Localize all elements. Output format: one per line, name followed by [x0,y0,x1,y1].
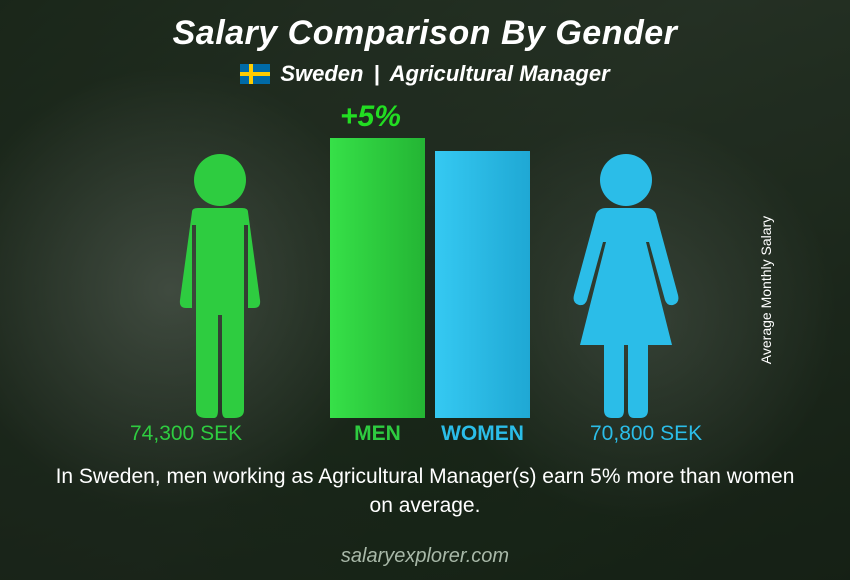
page-title: Salary Comparison By Gender [0,0,850,53]
female-person-icon [556,150,696,420]
source-attribution: salaryexplorer.com [0,545,850,568]
country-label: Sweden [280,61,363,87]
women-salary-value: 70,800 SEK [590,422,702,446]
y-axis-label: Average Monthly Salary [758,216,774,364]
men-bar-label: MEN [330,422,425,446]
subtitle-row: Sweden | Agricultural Manager [0,61,850,87]
women-bar-label: WOMEN [435,422,530,446]
gender-salary-chart: +5% MEN WOMEN 74,300 SEK 70,800 SEK [0,100,850,460]
male-person-icon [150,150,290,420]
difference-badge: +5% [340,100,401,134]
women-salary-bar [435,151,530,418]
men-salary-bar [330,138,425,418]
men-salary-value: 74,300 SEK [130,422,242,446]
infographic-content: Salary Comparison By Gender Sweden | Agr… [0,0,850,580]
role-label: Agricultural Manager [390,61,610,87]
sweden-flag-icon [240,64,270,84]
summary-text: In Sweden, men working as Agricultural M… [50,462,800,521]
separator: | [373,61,379,87]
